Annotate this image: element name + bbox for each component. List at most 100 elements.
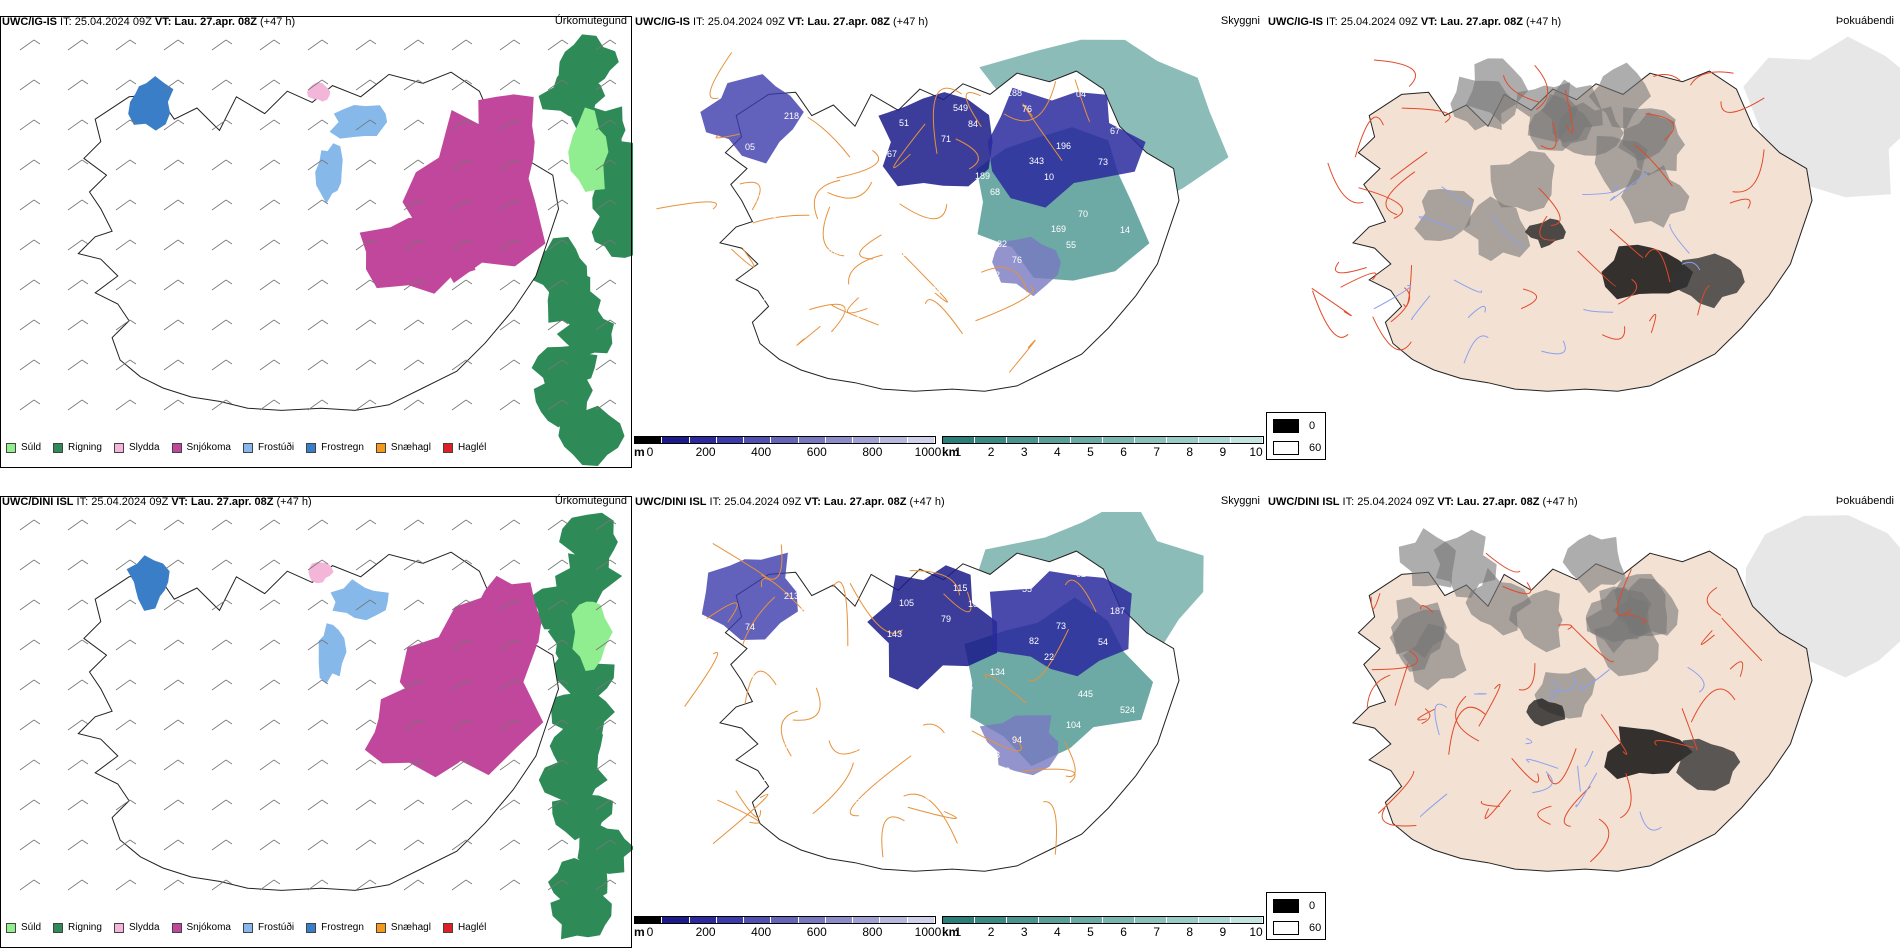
- wind-barb: [211, 239, 233, 251]
- legend-label: Snjókoma: [186, 922, 231, 933]
- fog-index-area: [1585, 586, 1652, 654]
- wind-barb: [163, 679, 185, 691]
- river: [1526, 758, 1559, 769]
- cloud-base-colorbar: m 0 200 400 600 800 1000: [634, 436, 941, 460]
- wind-barb: [451, 319, 473, 331]
- road: [709, 52, 733, 100]
- legend-item: Súld: [6, 922, 41, 933]
- road: [1558, 624, 1573, 630]
- road: [796, 325, 821, 346]
- legend-label: Snjókoma: [186, 442, 231, 453]
- cloud-base-label: 10: [1044, 172, 1054, 182]
- cloud-base-label: 189: [975, 171, 990, 181]
- river: [1609, 171, 1649, 201]
- legend-label: Frostúði: [257, 442, 295, 453]
- colorbar-tick: 2: [987, 445, 995, 459]
- wind-barb: [259, 199, 281, 211]
- wind-barb: [211, 519, 233, 531]
- road: [813, 179, 841, 220]
- legend-item: Rigning: [53, 922, 102, 933]
- sleet-area: [307, 82, 331, 102]
- wind-barb: [403, 639, 425, 651]
- colorbar-tick: 1000: [914, 925, 942, 939]
- init-time: IT: 25.04.2024 09Z: [1339, 496, 1438, 508]
- road: [1370, 593, 1381, 610]
- fog-index-area: [1594, 135, 1648, 194]
- wind-barb: [115, 839, 137, 851]
- legend-swatch: [242, 922, 253, 933]
- road: [1394, 663, 1409, 706]
- wind-barb: [451, 399, 473, 411]
- wind-barb: [355, 559, 377, 571]
- wind-barb: [259, 879, 281, 891]
- wind-barb: [595, 39, 617, 51]
- wind-barb: [19, 279, 41, 291]
- wind-barb: [115, 279, 137, 291]
- lead-time: (+47 h): [256, 16, 296, 28]
- cloud-base-label: 68: [990, 187, 1000, 197]
- road: [1366, 674, 1391, 708]
- road: [1064, 741, 1076, 778]
- wind-barb: [67, 719, 89, 731]
- wind-barb: [451, 599, 473, 611]
- legend-item: Snæhagl: [375, 922, 431, 933]
- cloud-base-label: 99: [723, 74, 733, 84]
- wind-barb: [499, 599, 521, 611]
- wind-barb: [595, 319, 617, 331]
- lead-time: (+47 h): [1522, 16, 1562, 28]
- cloud-base-label: 252: [789, 758, 804, 768]
- wind-barb: [211, 279, 233, 291]
- precip-legend: Súld Rigning Slydda Snjókoma Frostúði Frostre…: [6, 922, 486, 933]
- wind-barb: [451, 639, 473, 651]
- wind-barb: [115, 799, 137, 811]
- colorbar-tick: 6: [1120, 925, 1127, 939]
- road: [1589, 818, 1610, 863]
- legend-item: Frostúði: [242, 922, 294, 933]
- road: [909, 570, 961, 596]
- colorbar-cell: [1103, 917, 1135, 923]
- road: [1539, 215, 1556, 241]
- wind-barb: [19, 119, 41, 131]
- cloud-base-label: 76: [1007, 568, 1017, 578]
- colorbar-cell: [1135, 437, 1167, 443]
- road: [1520, 288, 1538, 310]
- road: [1340, 272, 1377, 288]
- cloud-base-label: 76: [1022, 104, 1032, 114]
- road: [981, 267, 1028, 293]
- colorbar-cell: [1231, 437, 1263, 443]
- wind-barb: [547, 719, 569, 731]
- wind-barb: [451, 839, 473, 851]
- river: [1547, 680, 1560, 702]
- road: [1564, 89, 1574, 134]
- wind-barb: [355, 319, 377, 331]
- rain-area: [549, 693, 615, 736]
- run-header: UWC/DINI ISL IT: 25.04.2024 09Z VT: Lau.…: [635, 496, 945, 508]
- panel-title-fog: Þokuábendi: [1835, 495, 1894, 507]
- legend-label: Súld: [21, 442, 42, 453]
- river: [1373, 284, 1412, 310]
- wind-barb: [259, 39, 281, 51]
- valid-time: VT: Lau. 27.apr. 08Z: [1437, 496, 1540, 508]
- wind-barb: [403, 79, 425, 91]
- wind-barb: [451, 719, 473, 731]
- model-name: UWC/IG-IS: [2, 16, 57, 28]
- visibility-colorbar-cells: [942, 436, 1264, 444]
- wind-barb: [67, 839, 89, 851]
- cloud-base-label: 53: [821, 675, 831, 685]
- wind-barb: [403, 199, 425, 211]
- wind-barb: [403, 679, 425, 691]
- colorbar-cell: [825, 917, 854, 923]
- river: [1453, 279, 1483, 293]
- cloud-base-label: 339: [909, 697, 924, 707]
- cloud-base-label: 04: [1076, 89, 1086, 99]
- road: [1537, 805, 1552, 825]
- legend-swatch: [375, 442, 386, 453]
- wind-barb: [355, 719, 377, 731]
- low-cloud-area: [701, 552, 798, 640]
- fog-index-area: [1562, 534, 1626, 594]
- cloud-base-label: 176: [752, 194, 767, 204]
- road: [744, 670, 777, 704]
- wind-barb: [19, 799, 41, 811]
- wind-barb: [19, 239, 41, 251]
- colorbar-tick: 400: [751, 925, 772, 939]
